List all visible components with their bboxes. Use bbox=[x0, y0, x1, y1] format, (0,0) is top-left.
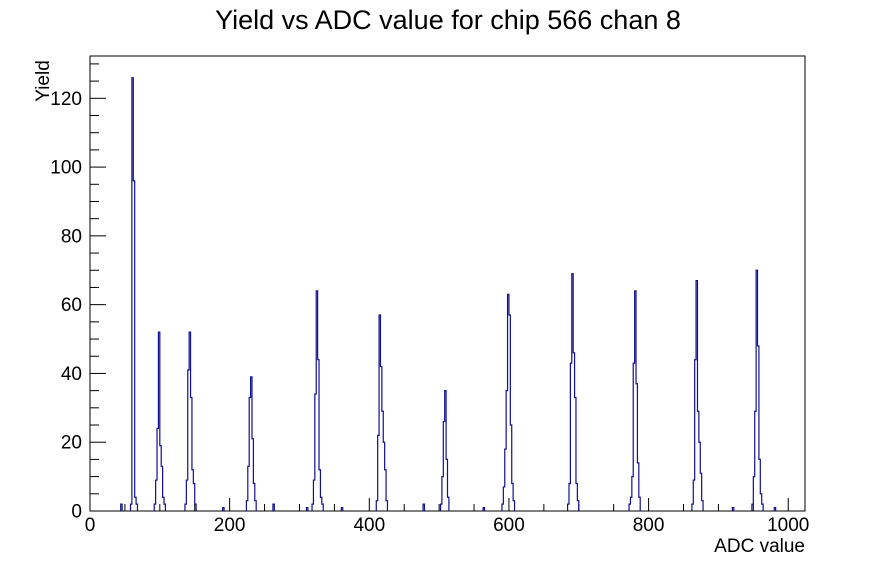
x-axis-title: ADC value bbox=[714, 536, 805, 557]
x-tick-label: 200 bbox=[214, 515, 246, 536]
x-tick-label: 400 bbox=[353, 515, 385, 536]
y-tick-label: 120 bbox=[50, 89, 82, 110]
histogram-noise-bin bbox=[773, 506, 777, 511]
histogram-peak bbox=[567, 273, 580, 511]
histogram-peak bbox=[751, 269, 764, 511]
histogram-noise-bin bbox=[120, 503, 123, 511]
histogram-noise-bin bbox=[482, 506, 486, 511]
histogram-peak bbox=[129, 77, 139, 511]
histogram-noise-bin bbox=[731, 506, 735, 511]
histogram-noise-bin bbox=[340, 506, 344, 511]
histogram-peak bbox=[245, 376, 257, 511]
x-tick-label: 800 bbox=[633, 515, 665, 536]
y-tick-label: 40 bbox=[61, 364, 82, 385]
histogram-noise-bin bbox=[222, 506, 225, 511]
x-tick-label: 1000 bbox=[767, 515, 809, 536]
histogram-noise-bin bbox=[422, 503, 426, 511]
histogram-peak bbox=[691, 279, 704, 511]
histogram-peak bbox=[184, 331, 197, 511]
y-tick-label: 80 bbox=[61, 226, 82, 247]
histogram-peak bbox=[153, 331, 167, 511]
histogram-noise-bin bbox=[272, 503, 275, 511]
histogram-peak bbox=[439, 390, 450, 511]
histogram-peak bbox=[375, 314, 389, 511]
histogram-peak bbox=[501, 293, 516, 511]
x-tick-label: 0 bbox=[85, 515, 96, 536]
chart-title: Yield vs ADC value for chip 566 chan 8 bbox=[215, 5, 681, 35]
y-tick-label: 20 bbox=[61, 433, 82, 454]
x-tick-label: 600 bbox=[493, 515, 525, 536]
histogram-noise-bin bbox=[305, 506, 309, 511]
y-tick-label: 0 bbox=[71, 502, 82, 523]
y-tick-label: 60 bbox=[61, 295, 82, 316]
histogram-peak bbox=[311, 290, 324, 511]
histogram-peak bbox=[628, 290, 641, 511]
plot-frame bbox=[89, 55, 806, 512]
y-tick-label: 100 bbox=[50, 158, 82, 179]
